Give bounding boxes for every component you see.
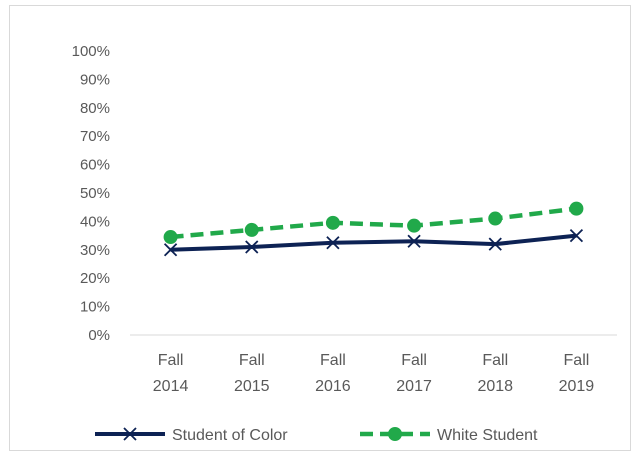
y-tick-label: 0% — [88, 327, 110, 344]
data-point-0 — [569, 228, 584, 243]
y-tick-label: 90% — [80, 71, 110, 88]
data-point-0 — [163, 243, 178, 257]
legend-marker-0 — [123, 427, 137, 441]
series-line-0 — [170, 233, 577, 252]
series-line-1 — [170, 206, 577, 240]
legend-label-0: Student of Color — [172, 427, 288, 444]
y-tick-label: 70% — [80, 128, 110, 145]
y-tick-label: 50% — [80, 185, 110, 202]
data-point-1 — [163, 230, 178, 245]
data-point-1 — [325, 215, 340, 230]
x-tick-label: Fall 2019 — [559, 352, 595, 395]
data-point-1 — [569, 201, 584, 216]
y-tick-label: 100% — [72, 43, 110, 60]
y-tick-label: 60% — [80, 157, 110, 174]
legend-marker-1 — [388, 427, 402, 441]
data-point-0 — [326, 236, 340, 250]
y-tick-label: 40% — [80, 213, 110, 230]
data-point-0 — [407, 234, 421, 248]
y-tick-label: 10% — [80, 299, 110, 316]
chart-frame: 0% 10% 20% 30% 40% 50% 60% 70% 80% 90% 100% Fall 20… — [9, 5, 631, 451]
line-chart: 0% 10% 20% 30% 40% 50% 60% 70% 80% 90% 100% Fall 20… — [72, 43, 617, 444]
x-tick-label: Fall 2015 — [234, 352, 270, 395]
legend-label-1: White Student — [437, 427, 538, 444]
data-point-1 — [244, 222, 259, 237]
y-tick-label: 80% — [80, 100, 110, 117]
data-point-0 — [488, 237, 502, 251]
x-tick-label: Fall 2016 — [315, 352, 351, 395]
x-tick-label: Fall 2014 — [153, 352, 189, 395]
y-tick-label: 20% — [80, 270, 110, 287]
data-point-0 — [245, 240, 259, 254]
data-point-1 — [407, 218, 422, 233]
y-tick-label: 30% — [80, 242, 110, 259]
x-tick-label: Fall 2017 — [396, 352, 432, 395]
x-tick-label: Fall 2018 — [477, 352, 513, 395]
data-point-1 — [488, 211, 503, 226]
